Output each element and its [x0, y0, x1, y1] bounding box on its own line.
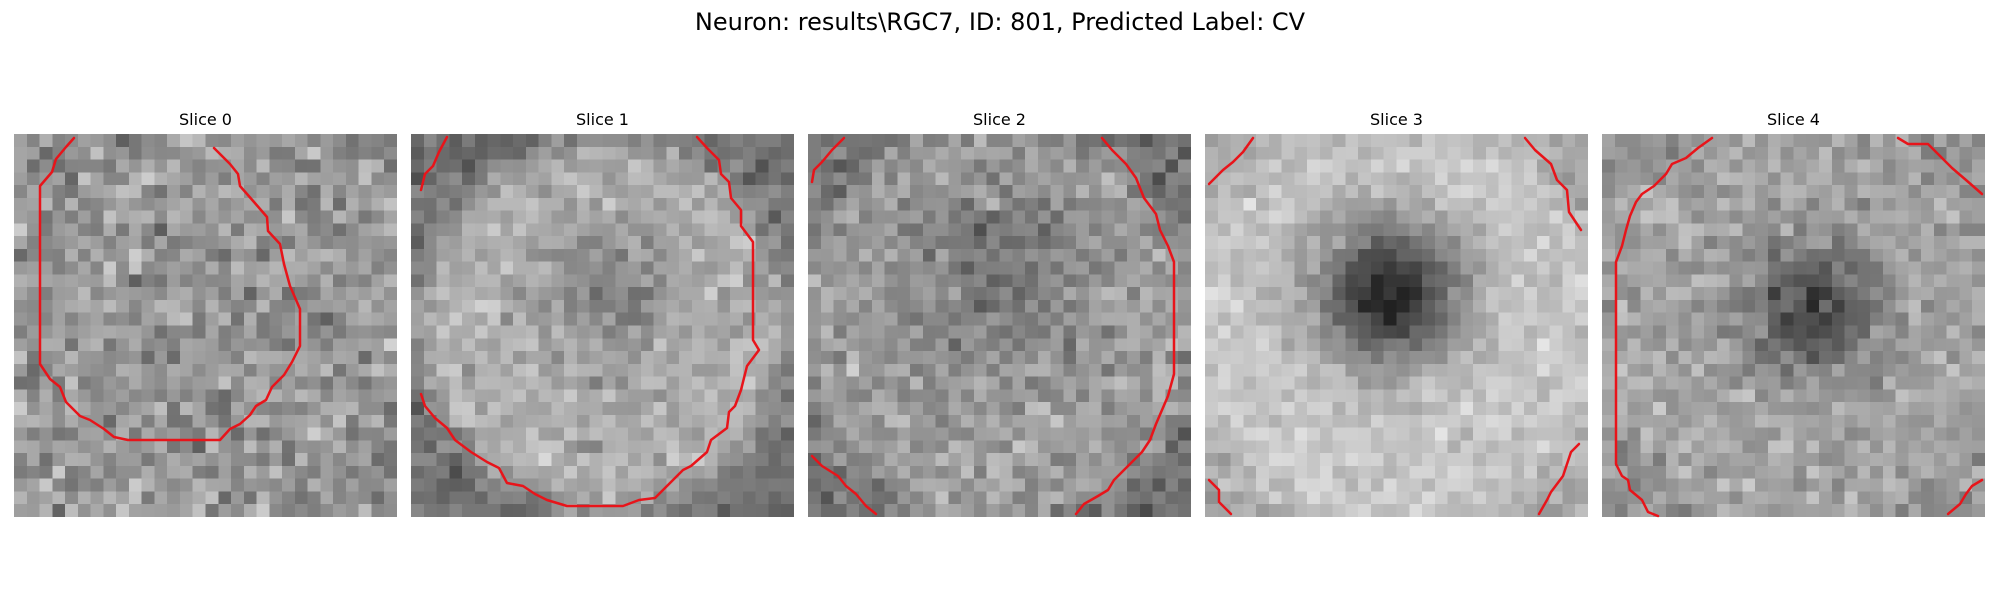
slice-0-image — [14, 134, 397, 517]
slice-1-panel — [411, 134, 794, 517]
slice-4-panel — [1602, 134, 1985, 518]
slice-4-title: Slice 4 — [1767, 110, 1820, 129]
slice-1-title: Slice 1 — [576, 110, 629, 129]
slice-3-image — [1205, 134, 1588, 517]
slice-4-contour — [1614, 136, 1984, 518]
slice-0-panel — [14, 134, 397, 517]
slice-2-panel — [808, 134, 1191, 517]
slice-0-contour — [38, 136, 302, 442]
slice-2-title: Slice 2 — [973, 110, 1026, 129]
slice-0-title: Slice 0 — [179, 110, 232, 129]
figure-title: Neuron: results\RGC7, ID: 801, Predicted… — [694, 8, 1306, 36]
slice-2-image — [808, 134, 1191, 517]
slice-3-title: Slice 3 — [1370, 110, 1423, 129]
slice-1-contour — [419, 135, 761, 508]
slice-2-contour — [810, 136, 1176, 516]
slice-3-panel — [1205, 134, 1588, 517]
slice-4-image — [1602, 134, 1985, 517]
slice-3-contour — [1207, 136, 1583, 516]
